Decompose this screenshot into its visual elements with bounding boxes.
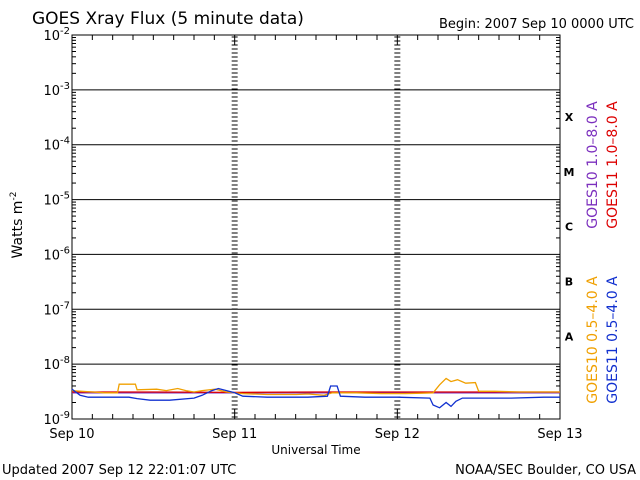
y-axis-label-text: Watts m <box>10 201 26 259</box>
y-tick-exp: -9 <box>60 410 70 421</box>
y-tick-exp: -3 <box>60 81 70 92</box>
y-tick-base: 10 <box>43 84 60 99</box>
flare-class-label: M <box>564 166 575 179</box>
x-tick-label: Sep 10 <box>49 427 94 442</box>
footer-updated: Updated 2007 Sep 12 22:01:07 UTC <box>2 463 236 478</box>
begin-label: Begin: 2007 Sep 10 0000 UTC <box>439 17 634 32</box>
series-line <box>71 377 560 396</box>
y-tick-base: 10 <box>43 358 60 373</box>
legend-entry: GOES11 0.5–4.0 A <box>605 276 621 404</box>
y-axis-label: Watts m-2 <box>9 192 26 259</box>
plot-frame <box>71 34 561 420</box>
y-tick-exp: -5 <box>60 191 70 202</box>
legend-entry: GOES10 1.0–8.0 A <box>585 101 601 229</box>
y-tick-label: 10-9 <box>43 410 70 428</box>
y-tick-exp: -8 <box>60 355 70 366</box>
y-tick-label: 10-6 <box>43 245 70 263</box>
y-tick-base: 10 <box>43 194 60 209</box>
y-tick-label: 10-7 <box>43 300 70 318</box>
legend-entry: GOES10 0.5–4.0 A <box>585 276 601 404</box>
flare-class-label: C <box>565 221 573 234</box>
y-tick-exp: -6 <box>60 245 70 256</box>
y-tick-exp: -2 <box>60 26 70 37</box>
plot-area <box>71 34 561 420</box>
x-axis-label: Universal Time <box>271 443 360 457</box>
y-tick-exp: -7 <box>60 300 70 311</box>
flare-class-label: B <box>565 276 573 289</box>
y-tick-label: 10-5 <box>43 191 70 209</box>
flare-class-labels: X M C B A <box>564 111 575 343</box>
footer-credit: NOAA/SEC Boulder, CO USA <box>455 463 636 478</box>
legend-entry: GOES11 1.0–8.0 A <box>605 101 621 229</box>
y-tick-label: 10-2 <box>43 26 70 44</box>
flare-class-label: X <box>565 111 574 124</box>
svg-text:Watts m-2: Watts m-2 <box>9 192 26 259</box>
y-tick-exp: -4 <box>60 136 70 147</box>
x-tick-label: Sep 13 <box>537 427 582 442</box>
y-tick-base: 10 <box>43 303 60 318</box>
legend: GOES10 1.0–8.0 A GOES11 1.0–8.0 A GOES10 0… <box>585 101 621 404</box>
y-tick-label: 10-8 <box>43 355 70 373</box>
series-line <box>71 385 560 409</box>
y-tick-label: 10-4 <box>43 136 70 154</box>
y-tick-base: 10 <box>43 413 60 428</box>
flare-class-label: A <box>565 330 574 343</box>
x-tick-label: Sep 11 <box>212 427 257 442</box>
y-tick-label: 10-3 <box>43 81 70 99</box>
y-tick-base: 10 <box>43 139 60 154</box>
y-axis-ticks: 10-210-310-410-510-610-710-810-9 <box>43 26 70 428</box>
y-tick-base: 10 <box>43 248 60 263</box>
x-tick-label: Sep 12 <box>375 427 420 442</box>
y-tick-base: 10 <box>43 29 60 44</box>
x-axis-ticks: Sep 10 Sep 11 Sep 12 Sep 13 <box>49 427 582 442</box>
chart-title: GOES Xray Flux (5 minute data) <box>32 9 304 29</box>
y-axis-label-sup: -2 <box>9 192 19 201</box>
